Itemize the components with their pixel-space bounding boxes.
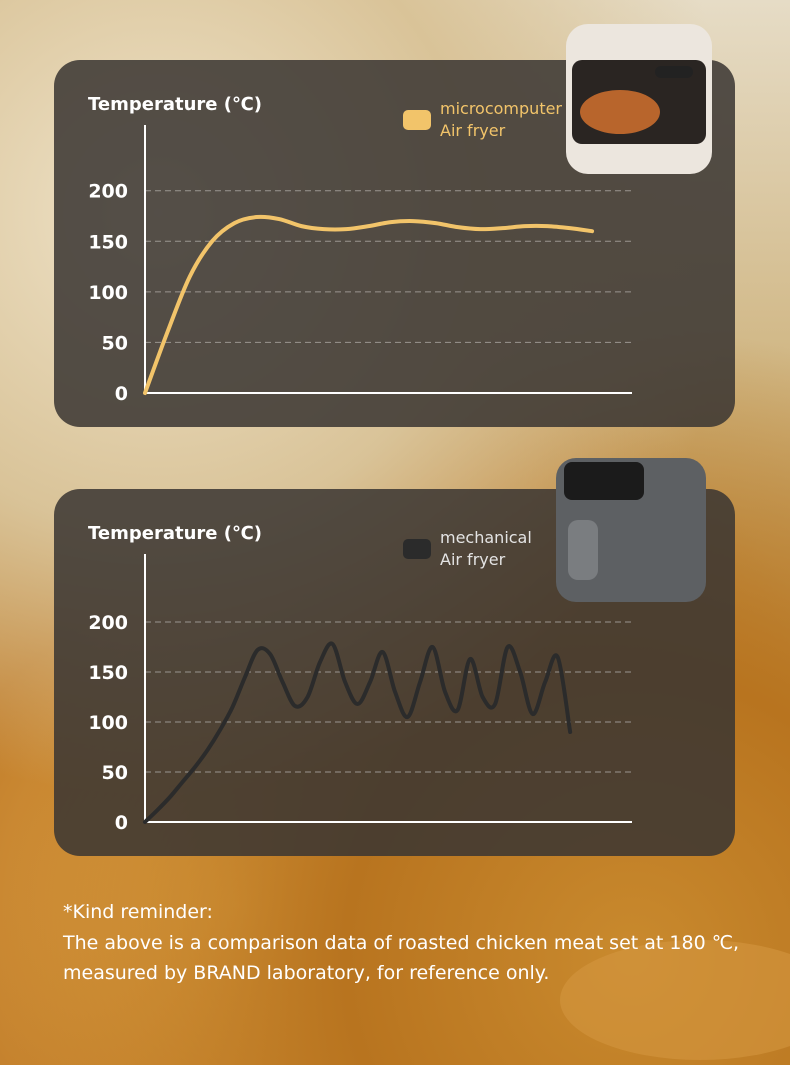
legend-label: mechanical Air fryer [440,528,532,569]
legend-label: microcomputer Air fryer [440,99,563,140]
data-line [143,214,595,395]
footer-line: *Kind reminder: [63,901,213,923]
y-tick-label: 100 [88,712,128,734]
axis-title: Temperature (℃) [88,94,262,115]
y-tick-label: 200 [88,181,128,203]
legend-swatch [403,110,431,130]
air-fryer-image [556,458,706,602]
y-tick-label: 0 [115,383,128,405]
y-tick-label: 50 [102,762,128,784]
data-line [143,641,573,824]
background-food [560,940,790,1060]
panel [54,60,735,427]
air-fryer-image [566,24,712,174]
y-tick-label: 0 [115,812,128,834]
y-tick-label: 100 [88,282,128,304]
footer-line: The above is a comparison data of roaste… [62,932,739,954]
y-tick-label: 150 [88,231,128,253]
axis-title: Temperature (℃) [88,523,262,544]
footer-line: measured by BRAND laboratory, for refere… [63,962,549,984]
y-tick-label: 150 [88,662,128,684]
y-tick-label: 50 [102,332,128,354]
legend-swatch [403,539,431,559]
y-tick-label: 200 [88,612,128,634]
